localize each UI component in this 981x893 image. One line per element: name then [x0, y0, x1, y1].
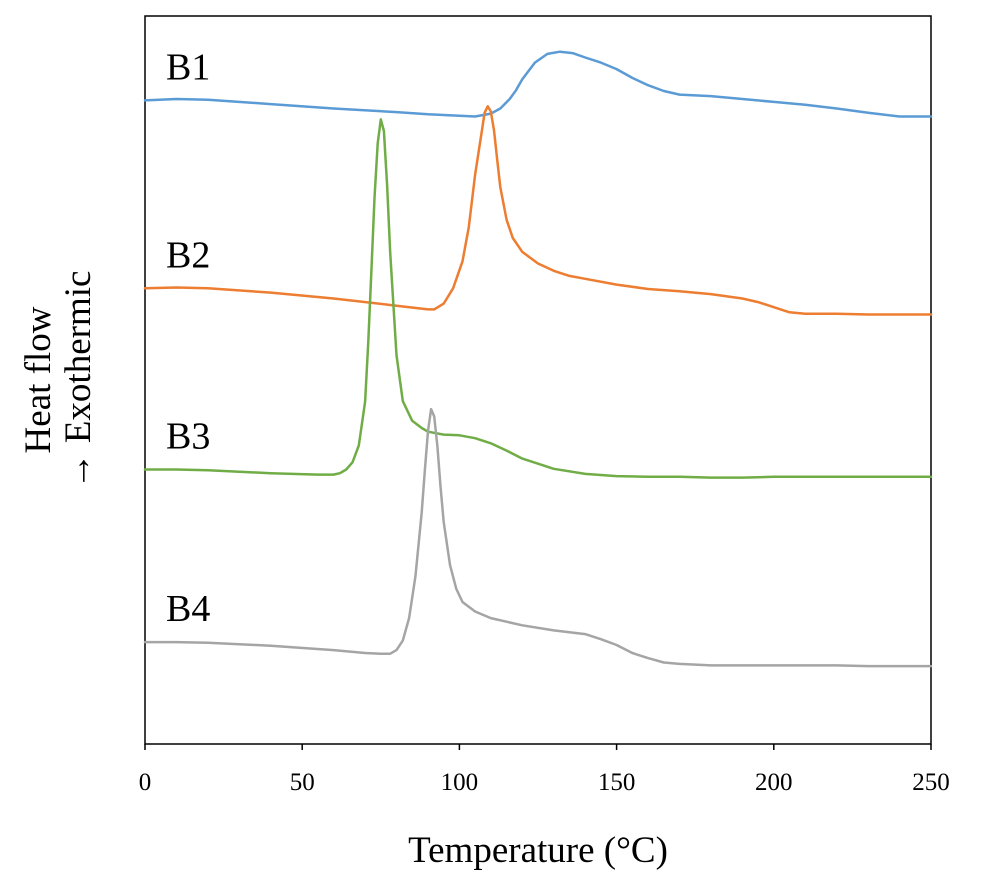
- series-line-b1: [143, 50, 933, 118]
- x-tick-label: 50: [290, 769, 315, 796]
- series-line-b2: [143, 105, 933, 316]
- x-tick-label: 150: [598, 769, 636, 796]
- x-axis-ticks: 0 50 100 150 200 250: [139, 744, 950, 796]
- label-layer: B1 B2 B3 B4: [166, 46, 210, 630]
- plot-area-frame: [144, 15, 932, 745]
- x-axis-title: Temperature (°C): [408, 830, 668, 871]
- series-line-b3: [143, 118, 933, 479]
- series-label-b4: B4: [166, 588, 210, 630]
- x-tick-label: 250: [912, 769, 950, 796]
- series-line-b4: [143, 407, 933, 668]
- x-tick-label: 0: [139, 769, 152, 796]
- series-label-b1: B1: [166, 46, 210, 88]
- series-label-b3: B3: [166, 416, 210, 458]
- y-axis-title: Heat flow → Exothermic: [18, 271, 99, 490]
- series-layer: [143, 50, 933, 668]
- x-tick-label: 200: [755, 769, 793, 796]
- series-label-b2: B2: [166, 234, 210, 276]
- x-tick-label: 100: [441, 769, 479, 796]
- y-axis-title-line2: → Exothermic: [58, 271, 99, 490]
- y-axis-title-line1: Heat flow: [18, 306, 59, 453]
